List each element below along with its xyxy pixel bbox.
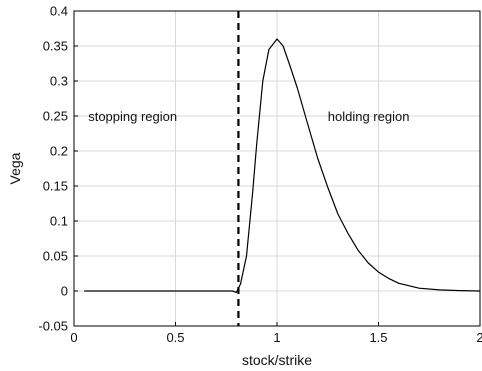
x-tick-label: 0.5: [166, 330, 184, 345]
x-tick-label: 0: [70, 330, 77, 345]
x-tick-label: 2: [476, 330, 482, 345]
x-tick-labels: 0 0.5 1 1.5 2: [70, 330, 482, 345]
y-tick-label: 0.05: [43, 249, 68, 264]
series: [84, 38, 481, 293]
y-tick-labels: -0.05 0 0.05 0.1 0.15 0.2 0.25 0.3 0.35 0.4: [38, 4, 68, 334]
grid: [73, 10, 481, 327]
x-axis-label: stock/strike: [242, 352, 312, 368]
y-tick-label: 0.4: [50, 4, 68, 19]
y-tick-label: 0: [61, 284, 68, 299]
vega-curve: [84, 38, 481, 293]
y-tick-label: 0.25: [43, 109, 68, 124]
y-axis-label: Vega: [7, 152, 23, 184]
x-tick-label: 1: [273, 330, 280, 345]
y-tick-label: 0.1: [50, 214, 68, 229]
y-tick-label: 0.15: [43, 179, 68, 194]
y-tick-label: 0.35: [43, 39, 68, 54]
region-annotation: holding region: [328, 109, 410, 124]
annotations: stopping region holding region: [88, 109, 409, 124]
y-tick-label: -0.05: [38, 319, 68, 334]
region-annotation: stopping region: [88, 109, 177, 124]
x-tick-label: 1.5: [369, 330, 387, 345]
y-tick-label: 0.3: [50, 74, 68, 89]
plot-frame: [73, 10, 481, 327]
y-tick-label: 0.2: [50, 144, 68, 159]
